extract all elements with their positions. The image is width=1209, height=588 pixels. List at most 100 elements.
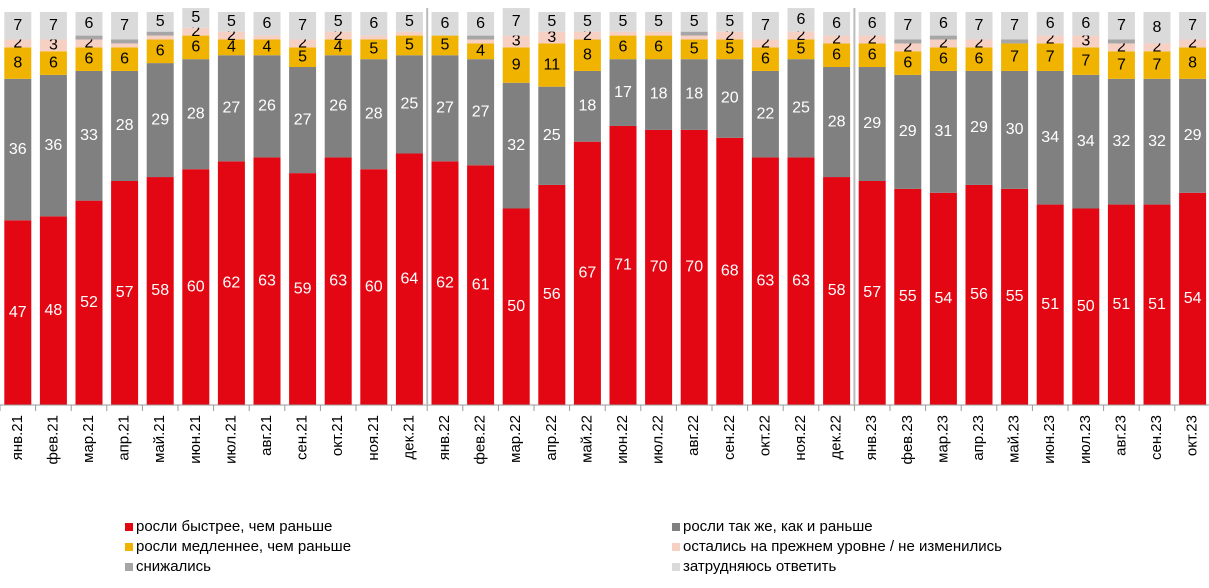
- bar-segment: [573, 39, 601, 71]
- bar-segment: [289, 39, 317, 48]
- legend-swatch: [672, 543, 680, 551]
- data-label: 7: [13, 17, 22, 34]
- bar-segment: [858, 67, 886, 181]
- bar-segment: [609, 59, 637, 126]
- x-tick-label: авг.23: [1112, 415, 1129, 456]
- x-tick-label: сен.23: [1148, 415, 1165, 460]
- bar-segment: [680, 35, 708, 40]
- bar-segment: [1036, 12, 1064, 36]
- bar-segment: [538, 12, 566, 32]
- data-label: 28: [187, 105, 205, 122]
- bar-segment: [360, 35, 388, 40]
- bar-segment: [751, 157, 779, 405]
- bar-segment: [39, 12, 67, 40]
- legend-swatch: [672, 563, 680, 571]
- x-tick-label: авг.21: [258, 415, 275, 456]
- data-label: 20: [721, 90, 739, 107]
- bar-segment: [1179, 39, 1207, 48]
- bar-segment: [787, 157, 815, 405]
- bar-segment: [146, 12, 174, 32]
- legend-label: росли быстрее, чем раньше: [136, 518, 332, 535]
- bar-segment: [182, 35, 210, 60]
- bar-segment: [75, 12, 103, 36]
- bar-segment: [324, 12, 352, 32]
- bar-segment: [467, 165, 495, 405]
- bar-segment: [111, 47, 139, 71]
- data-label: 5: [619, 13, 628, 30]
- bar-segment: [1179, 12, 1207, 40]
- bar-segment: [680, 12, 708, 32]
- data-label: 7: [1010, 48, 1019, 65]
- bar-segment: [75, 70, 103, 201]
- data-label: 6: [868, 46, 877, 63]
- bar-segment: [467, 12, 495, 36]
- bar-segment: [289, 173, 317, 405]
- bar-segment: [858, 35, 886, 44]
- data-label: 7: [975, 17, 984, 34]
- bar-segment: [894, 74, 922, 189]
- bar-segment: [182, 8, 210, 28]
- data-label: 5: [725, 13, 734, 30]
- bar-segment: [645, 129, 673, 405]
- x-tick-label: окт.21: [329, 415, 346, 456]
- x-tick-label: окт.23: [1184, 415, 1201, 456]
- bar-segment: [538, 31, 566, 44]
- data-label: 3: [512, 33, 521, 50]
- bar-segment: [858, 43, 886, 68]
- data-label: 55: [899, 288, 917, 305]
- data-label: 51: [1113, 296, 1131, 313]
- bar-segment: [1072, 47, 1100, 75]
- data-label: 5: [334, 13, 343, 30]
- bar-segment: [1143, 43, 1171, 52]
- bar-segment: [929, 12, 957, 36]
- data-label: 2: [761, 35, 770, 52]
- data-label: 51: [1041, 296, 1059, 313]
- data-label: 50: [507, 298, 525, 315]
- bar-segment: [965, 12, 993, 40]
- bar-segment: [431, 12, 459, 36]
- bar-segment: [1036, 35, 1064, 44]
- bar-segment: [894, 12, 922, 40]
- data-label: 6: [85, 50, 94, 67]
- bar-segment: [4, 220, 32, 405]
- bar-segment: [431, 161, 459, 405]
- bar-segment: [182, 27, 210, 36]
- bar-segment: [39, 74, 67, 217]
- data-label: 6: [654, 39, 663, 56]
- data-label: 2: [13, 35, 22, 52]
- data-label: 25: [543, 127, 561, 144]
- data-label: 6: [85, 15, 94, 32]
- bar-segment: [324, 55, 352, 158]
- data-label: 8: [13, 54, 22, 71]
- bar-segment: [751, 12, 779, 40]
- bar-segment: [1072, 208, 1100, 405]
- bar-segment: [39, 216, 67, 405]
- bar-segment: [502, 35, 530, 48]
- data-label: 3: [49, 37, 58, 54]
- bar-segment: [1107, 204, 1135, 405]
- x-tick-label: фев.23: [899, 415, 916, 465]
- data-label: 5: [405, 13, 414, 30]
- data-label: 52: [80, 294, 98, 311]
- bar-segment: [217, 55, 245, 162]
- legend-label: росли так же, как и раньше: [683, 518, 873, 535]
- data-label: 4: [263, 39, 272, 56]
- data-label: 2: [725, 27, 734, 44]
- data-label: 2: [1046, 31, 1055, 48]
- bar-segment: [217, 161, 245, 405]
- data-label: 5: [690, 41, 699, 58]
- bar-segment: [823, 177, 851, 405]
- data-label: 7: [903, 17, 912, 34]
- data-label: 7: [298, 17, 307, 34]
- data-label: 6: [369, 15, 378, 32]
- bar-segment: [1143, 12, 1171, 44]
- data-label: 8: [583, 46, 592, 63]
- data-label: 57: [863, 284, 881, 301]
- x-tick-label: ноя.22: [792, 415, 809, 461]
- x-tick-label: июл.23: [1077, 415, 1094, 464]
- bar-segment: [538, 43, 566, 87]
- data-label: 7: [512, 13, 521, 30]
- bar-segment: [1001, 43, 1029, 71]
- bar-segment: [751, 70, 779, 158]
- bar-segment: [823, 12, 851, 36]
